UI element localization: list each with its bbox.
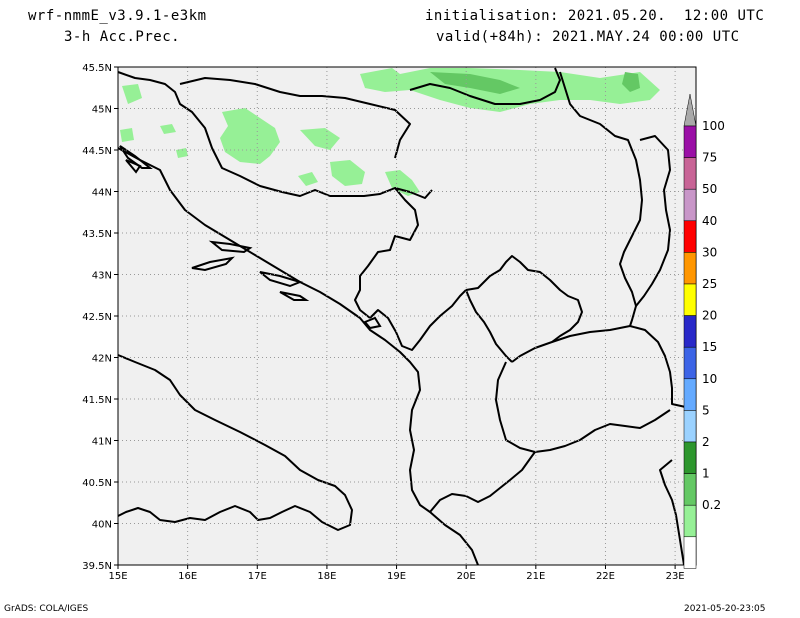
island-1	[208, 240, 253, 254]
border-slovenia-croatia	[117, 71, 433, 199]
border-kosovo-albania	[465, 289, 513, 363]
islands	[119, 145, 382, 330]
lon-label: 15E	[108, 571, 127, 582]
coastlines-borders	[117, 67, 691, 566]
border-croatia-hungary	[179, 77, 411, 159]
colorbar-label: 40	[702, 214, 717, 228]
colorbar: 100 75 50 40 30 25 20 15 10 5 2 1 0.2	[683, 93, 725, 569]
precip-patch-ne-dark	[622, 72, 640, 92]
lat-label: 42.5N	[82, 312, 112, 323]
colorbar-label: 100	[702, 119, 725, 133]
border-bosnia-serbia	[354, 187, 419, 319]
colorbar-label: 5	[702, 403, 710, 417]
lon-label: 16E	[178, 571, 197, 582]
lat-label: 42N	[92, 354, 112, 365]
colorbar-label: 2	[702, 435, 710, 449]
colorbar-label: 10	[702, 372, 717, 386]
greece-east-coast	[659, 459, 685, 566]
colorbar-swatch	[683, 125, 697, 158]
precip-patch-bosnia-2	[300, 128, 340, 150]
lat-label: 44N	[92, 188, 112, 199]
colorbar-label: 1	[702, 467, 710, 481]
precip-patch-bosnia-3	[330, 160, 365, 186]
border-serbia-bulgaria	[559, 71, 643, 327]
border-bulgaria-east	[635, 135, 671, 307]
colorbar-swatch	[683, 188, 697, 222]
precip-patch-west-1	[122, 84, 142, 104]
colorbar-swatch	[683, 252, 697, 285]
colorbar-label: 50	[702, 182, 717, 196]
lon-labels: 15E 16E 17E 18E 19E 20E 21E 22E 23E	[108, 571, 684, 582]
adriatic-east-coast	[117, 147, 479, 566]
colorbar-swatch	[683, 315, 697, 348]
colorbar-label: 25	[702, 277, 717, 291]
precip-patch-bosnia-4	[298, 172, 318, 186]
precip-patch-west-2	[120, 128, 134, 142]
colorbar-swatch	[683, 473, 697, 506]
colorbar-label: 75	[702, 151, 717, 165]
lat-label: 45.5N	[82, 63, 112, 74]
footer-left: GrADS: COLA/IGES	[4, 604, 89, 614]
model-name: wrf-nmmE_v3.9.1-e3km	[28, 8, 207, 24]
lon-label: 22E	[596, 571, 615, 582]
border-montenegro	[369, 289, 467, 351]
border-albania-greece-south	[429, 451, 536, 513]
colorbar-swatch	[683, 283, 697, 316]
island-4	[279, 291, 310, 301]
border-romania	[409, 67, 561, 105]
lat-label: 43.5N	[82, 229, 112, 240]
precip-patch-north-dark	[430, 72, 520, 94]
island-7	[363, 316, 382, 330]
lat-label: 40.5N	[82, 478, 112, 489]
colorbar-swatch	[683, 378, 697, 411]
colorbar-swatch	[683, 157, 697, 190]
island-6	[125, 159, 142, 174]
axis-ticks	[114, 66, 676, 569]
precip-patch-east	[385, 170, 420, 196]
island-2	[191, 256, 235, 272]
field-name: 3-h Acc.Prec.	[64, 29, 181, 45]
lat-labels: 45.5N 45N 44.5N 44N 43.5N 43N 42.5N 42N 41.5N 41N…	[82, 63, 112, 572]
italy-coast	[117, 354, 353, 531]
colorbar-swatch	[683, 536, 697, 569]
island-5	[119, 145, 153, 169]
colorbar-label: 30	[702, 245, 717, 259]
lon-label: 18E	[317, 571, 336, 582]
lat-label: 45N	[92, 105, 112, 116]
lon-label: 17E	[248, 571, 267, 582]
lat-label: 41.5N	[82, 395, 112, 406]
lon-label: 23E	[666, 571, 685, 582]
island-3	[259, 271, 304, 288]
lon-label: 20E	[457, 571, 476, 582]
colorbar-swatch	[683, 504, 697, 538]
colorbar-label: 20	[702, 309, 717, 323]
border-albania-greece	[495, 361, 671, 453]
lat-label: 41N	[92, 437, 112, 448]
colorbar-swatch	[683, 346, 697, 380]
lat-label: 39.5N	[82, 561, 112, 572]
border-serbia-kosovo	[465, 255, 583, 343]
map-grid	[118, 67, 696, 565]
lon-label: 19E	[387, 571, 406, 582]
valid-time: valid(+84h): 2021.MAY.24 00:00 UTC	[436, 29, 740, 45]
lon-label: 21E	[526, 571, 545, 582]
precip-patch-west-3	[160, 124, 176, 134]
colorbar-swatch	[683, 441, 697, 474]
colorbar-swatch	[683, 410, 697, 443]
init-time: initialisation: 2021.05.20. 12:00 UTC	[425, 8, 765, 24]
lat-label: 40N	[92, 520, 112, 531]
lat-label: 44.5N	[82, 146, 112, 157]
colorbar-label: 15	[702, 340, 717, 354]
colorbar-label: 0.2	[702, 498, 721, 512]
colorbar-swatch	[683, 220, 697, 253]
lat-label: 43N	[92, 271, 112, 282]
footer-right: 2021-05-20-23:05	[684, 604, 766, 614]
